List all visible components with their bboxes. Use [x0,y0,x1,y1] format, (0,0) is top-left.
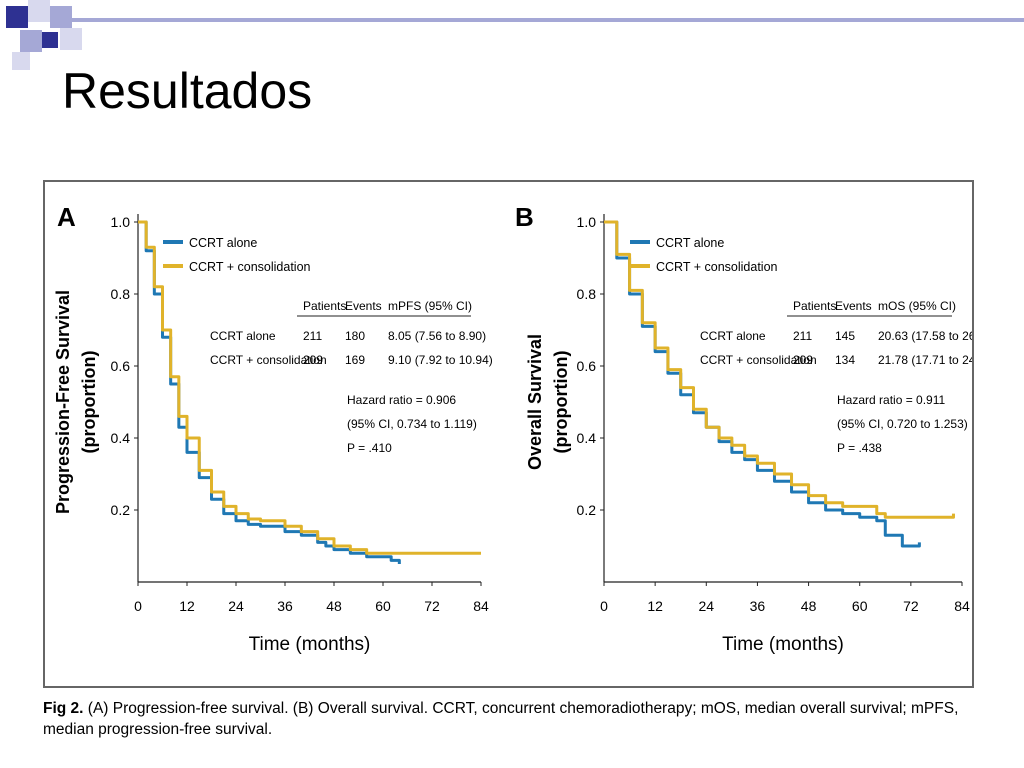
panel-a-ytick-label: 0.6 [111,358,131,374]
panel-b-ytick-label: 1.0 [577,214,597,230]
panel-a-table-cell: CCRT alone [210,329,276,343]
slide-title: Resultados [62,63,313,119]
panel-b-xtick-label: 60 [852,598,868,614]
panel-b-table-cell: CCRT + consolidation [700,353,817,367]
panel-b-ytick-label: 0.4 [577,430,597,446]
panel-b-table-header: Patients [793,299,836,313]
panel-b-ylabel-unit: (proportion) [551,351,571,454]
panel-a-xtick-label: 48 [326,598,342,614]
panel-b-annotation: (95% CI, 0.720 to 1.253) [837,417,968,431]
corner-square-light-3 [12,52,30,70]
figure-svg: A 0.2 0.4 0.6 0.8 1.0 0 12 24 36 48 60 72 84 Time (mon… [53,202,972,655]
panel-b-table-cell: CCRT alone [700,329,766,343]
panel-a-ylabel: Progression-Free Survival [53,290,73,514]
panel-b-annotation: P = .438 [837,441,882,455]
panel-b-xtick-label: 24 [698,598,714,614]
panel-b-table-cell: 21.78 (17.71 to 24.74) [878,353,972,367]
corner-square-navy [6,6,28,28]
caption-text: (A) Progression-free survival. (B) Overa… [43,700,959,738]
panel-a-table-cell: 209 [303,353,323,367]
panel-b-xtick-label: 36 [750,598,766,614]
panel-b-ytick-label: 0.2 [577,502,597,518]
panel-a-legend-label: CCRT alone [189,236,257,250]
panel-b-xtick-label: 84 [954,598,970,614]
panel-b-xlabel: Time (months) [722,634,844,655]
corner-square-navy-2 [42,32,58,48]
panel-b-table-header: Events [835,299,872,313]
panel-a-ytick-label: 0.8 [111,286,131,302]
panel-a-ytick-label: 0.4 [111,430,131,446]
panel-a-table-header: Events [345,299,382,313]
corner-square-light-2 [60,28,82,50]
panel-b-ylabel: Overall Survival [525,334,545,470]
panel-b-table-header: mOS (95% CI) [878,299,956,313]
panel-b-xtick-label: 72 [903,598,919,614]
panel-b-table-cell: 134 [835,353,855,367]
panel-a-annotation: Hazard ratio = 0.906 [347,393,456,407]
panel-a-table-cell: CCRT + consolidation [210,353,327,367]
panel-a-table-header: mPFS (95% CI) [388,299,472,313]
corner-square-lavender-2 [20,30,42,52]
panel-b-letter: B [515,202,534,232]
panel-b-series-consolidation [604,220,955,519]
panel-a-annotation: P = .410 [347,441,392,455]
caption-label: Fig 2. [43,700,84,717]
panel-b-xtick-label: 0 [600,598,608,614]
panel-a-series-consolidation [138,220,481,555]
panel-a-table-cell: 169 [345,353,365,367]
panel-b-ytick-label: 0.8 [577,286,597,302]
panel-b-xtick-label: 48 [801,598,817,614]
panel-b-annotation: Hazard ratio = 0.911 [837,393,946,407]
panel-b-xtick-label: 12 [647,598,663,614]
panel-a-xtick-label: 72 [424,598,440,614]
panel-a-xtick-label: 84 [473,598,489,614]
panel-a-ylabel-unit: (proportion) [79,351,99,454]
panel-a-ytick-label: 0.2 [111,502,131,518]
panel-a-xlabel: Time (months) [249,634,371,655]
panel-a-table-cell: 211 [303,329,322,343]
panel-b-table-cell: 145 [835,329,855,343]
panel-a-ytick-label: 1.0 [111,214,131,230]
panel-b-legend-label: CCRT + consolidation [656,260,778,274]
panel-a-xtick-label: 36 [277,598,293,614]
header-rule [72,18,1024,22]
panel-b-ytick-label: 0.6 [577,358,597,374]
panel-a-legend-label: CCRT + consolidation [189,260,311,274]
panel-a-letter: A [57,202,76,232]
panel-a-annotation: (95% CI, 0.734 to 1.119) [347,417,477,431]
panel-a-table-cell: 8.05 (7.56 to 8.90) [388,329,486,343]
panel-a-xtick-label: 12 [179,598,195,614]
panel-b-table-cell: 20.63 (17.58 to 26.28) [878,329,972,343]
panel-a-xtick-label: 24 [228,598,244,614]
panel-a-xtick-label: 60 [375,598,391,614]
panel-a-xtick-label: 0 [134,598,142,614]
corner-square-light [28,0,50,22]
panel-a-table-cell: 9.10 (7.92 to 10.94) [388,353,493,367]
panel-b-legend-label: CCRT alone [656,236,724,250]
panel-b-table-cell: 211 [793,329,812,343]
panel-a-table-header: Patients [303,299,346,313]
figure-frame: A 0.2 0.4 0.6 0.8 1.0 0 12 24 36 48 60 72 84 Time (mon… [43,180,974,688]
corner-square-lavender [50,6,72,28]
panel-b-table-cell: 209 [793,353,813,367]
figure-caption: Fig 2. (A) Progression-free survival. (B… [43,698,978,740]
panel-a-table-cell: 180 [345,329,365,343]
